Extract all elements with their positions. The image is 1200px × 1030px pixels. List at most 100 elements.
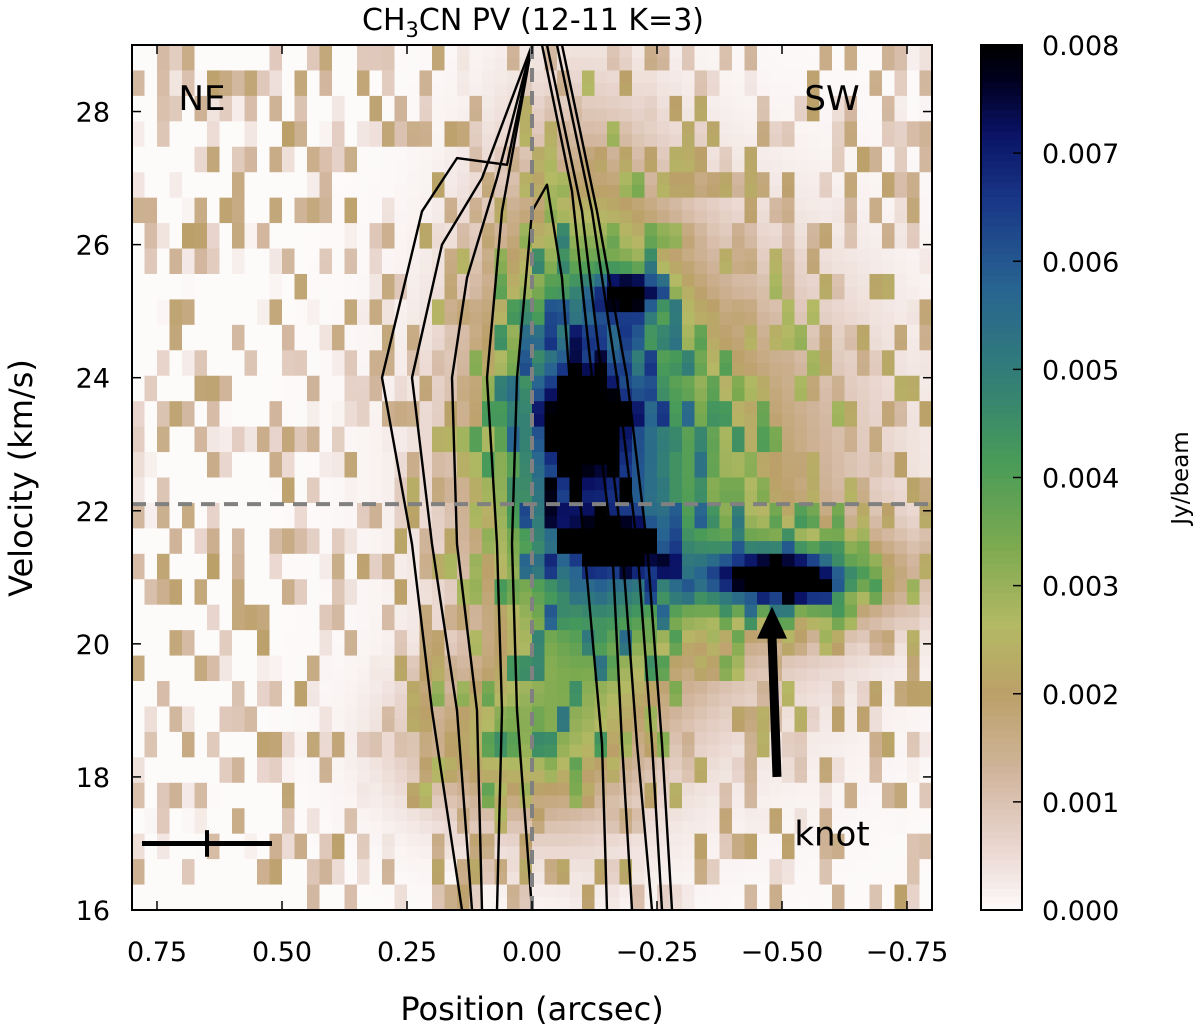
heatmap-cell — [257, 579, 271, 593]
heatmap-cell — [357, 515, 371, 529]
heatmap-cell — [707, 630, 721, 644]
heatmap-cell — [282, 464, 296, 479]
colorbar-segment — [981, 333, 1022, 342]
heatmap-cell — [794, 197, 808, 211]
heatmap-cell — [307, 464, 321, 479]
heatmap-cell — [682, 782, 696, 797]
heatmap-cell — [919, 286, 932, 301]
heatmap-cell — [419, 757, 433, 771]
heatmap-cell — [919, 273, 932, 288]
heatmap-cell — [719, 604, 733, 619]
heatmap-cell — [882, 248, 896, 262]
heatmap-cell — [544, 273, 558, 288]
heatmap-cell — [894, 273, 908, 288]
heatmap-cell — [744, 464, 758, 479]
heatmap-cell — [544, 655, 558, 669]
heatmap-cell — [919, 70, 932, 84]
heatmap-cell — [882, 553, 896, 568]
heatmap-cell — [644, 210, 658, 224]
heatmap-cell — [569, 248, 583, 262]
heatmap-cell — [132, 808, 146, 822]
heatmap-cell — [257, 261, 271, 275]
heatmap-cell — [482, 324, 496, 339]
heatmap-cell — [182, 223, 196, 237]
heatmap-cell — [769, 782, 783, 797]
heatmap-cell — [207, 223, 221, 237]
heatmap-cell — [682, 859, 696, 873]
heatmap-cell — [294, 566, 308, 580]
heatmap-cell — [807, 782, 821, 797]
heatmap-cell — [157, 706, 171, 720]
heatmap-cell — [307, 579, 321, 593]
title-subscript: 3 — [406, 18, 419, 42]
heatmap-cell — [769, 134, 783, 148]
heatmap-cell — [682, 223, 696, 237]
heatmap-cell — [794, 159, 808, 173]
contour-line — [560, 45, 674, 910]
heatmap-cell — [657, 375, 671, 390]
heatmap-cell — [344, 770, 358, 784]
heatmap-cell — [294, 108, 308, 122]
heatmap-cell — [294, 324, 308, 339]
heatmap-cell — [919, 401, 932, 415]
heatmap-cell — [869, 159, 883, 173]
heatmap-cell — [319, 184, 333, 199]
heatmap-cell — [807, 83, 821, 97]
heatmap-cell — [194, 859, 208, 873]
heatmap-cell — [819, 146, 833, 161]
heatmap-cell — [882, 884, 896, 898]
heatmap-cell — [882, 95, 896, 110]
heatmap-cell — [207, 286, 221, 301]
heatmap-cell — [532, 706, 546, 720]
heatmap-cell — [832, 502, 846, 517]
colorbar-segment — [981, 268, 1022, 277]
heatmap-cell — [194, 808, 208, 822]
heatmap-cell — [857, 846, 871, 860]
heatmap-cell — [494, 324, 508, 339]
heatmap-cell — [632, 820, 646, 835]
heatmap-cell — [369, 261, 383, 275]
heatmap-cell — [207, 95, 221, 110]
heatmap-cell — [694, 401, 708, 415]
heatmap-cell — [607, 630, 621, 644]
heatmap-cell — [569, 553, 583, 568]
heatmap-cell — [757, 681, 771, 695]
heatmap-cell — [357, 655, 371, 669]
heatmap-cell — [632, 591, 646, 606]
colorbar-segment — [981, 758, 1022, 767]
heatmap-cell — [744, 884, 758, 898]
heatmap-cell — [407, 452, 421, 466]
heatmap-cell — [882, 401, 896, 415]
heatmap-cell — [344, 452, 358, 466]
heatmap-cell — [894, 642, 908, 657]
heatmap-cell — [457, 477, 471, 491]
heatmap-cell — [744, 248, 758, 262]
heatmap-cell — [232, 134, 246, 148]
heatmap-cell — [519, 350, 533, 364]
heatmap-cell — [219, 70, 233, 84]
heatmap-cell — [282, 337, 296, 351]
heatmap-cell — [532, 770, 546, 784]
heatmap-cell — [794, 337, 808, 351]
heatmap-cell — [632, 897, 646, 910]
heatmap-cell — [757, 719, 771, 733]
heatmap-cell — [194, 541, 208, 555]
heatmap-cell — [194, 375, 208, 390]
heatmap-cell — [169, 299, 183, 313]
heatmap-cell — [707, 83, 721, 97]
heatmap-cell — [219, 388, 233, 402]
heatmap-cell — [369, 350, 383, 364]
heatmap-cell — [544, 668, 558, 682]
heatmap-cell — [657, 261, 671, 275]
heatmap-cell — [632, 681, 646, 695]
heatmap-cell — [857, 363, 871, 377]
heatmap-cell — [644, 286, 658, 301]
heatmap-cell — [644, 833, 658, 847]
heatmap-cell — [469, 121, 483, 135]
heatmap-cell — [782, 541, 796, 555]
heatmap-cell — [919, 261, 932, 275]
heatmap-cell — [807, 401, 821, 415]
heatmap-cell — [907, 502, 921, 517]
heatmap-cell — [219, 477, 233, 491]
heatmap-cell — [882, 744, 896, 758]
